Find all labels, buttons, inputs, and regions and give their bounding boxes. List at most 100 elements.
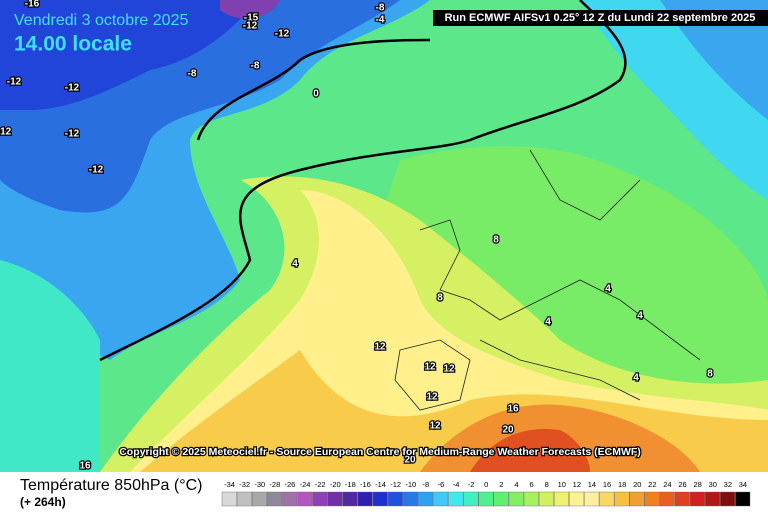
- contour-label: -15: [244, 13, 259, 24]
- scale-cell: [221, 491, 237, 507]
- run-box: [433, 10, 768, 26]
- scale-tick-label: 0: [484, 480, 488, 489]
- forecast-time: 14.00 locale: [14, 33, 132, 56]
- scale-tick-label: 22: [648, 480, 656, 489]
- scale-cell: [312, 491, 328, 507]
- scale-tick-label: 18: [618, 480, 626, 489]
- contour-label: -12: [243, 21, 258, 32]
- scale-cell: [236, 491, 252, 507]
- scale-tick-label: 8: [545, 480, 549, 489]
- scale-cell: [418, 491, 434, 507]
- scale-cell: [659, 491, 675, 507]
- scale-cell: [267, 491, 283, 507]
- scale-tick-label: -8: [423, 480, 430, 489]
- contour-label: 4: [605, 284, 611, 295]
- contour-label: 4: [545, 317, 551, 328]
- scale-cell: [387, 491, 403, 507]
- contour-label: 4: [292, 259, 298, 270]
- contour-label: 0: [313, 89, 319, 100]
- scale-tick-label: 16: [603, 480, 611, 489]
- scale-tick-label: 28: [693, 480, 701, 489]
- contour-label: -12: [275, 29, 290, 40]
- scale-tick-label: 10: [558, 480, 566, 489]
- scale-cell: [357, 491, 373, 507]
- scale-cell: [251, 491, 267, 507]
- scale-cell: [448, 491, 464, 507]
- contour-label: 12: [429, 421, 441, 432]
- scale-tick-label: -30: [254, 480, 265, 489]
- scale-tick-label: -16: [360, 480, 371, 489]
- scale-tick-label: -2: [468, 480, 475, 489]
- scale-tick-label: 24: [663, 480, 671, 489]
- scale-tick-label: -28: [269, 480, 280, 489]
- scale-tick-label: 34: [739, 480, 747, 489]
- scale-tick-label: -20: [330, 480, 341, 489]
- scale-cell: [403, 491, 419, 507]
- scale-tick-label: -32: [239, 480, 250, 489]
- scale-tick-label: 12: [573, 480, 581, 489]
- contour-label: 16: [79, 461, 91, 472]
- scale-cell: [720, 491, 736, 507]
- scale-cell: [463, 491, 479, 507]
- scale-cell: [689, 491, 705, 507]
- scale-cell: [282, 491, 298, 507]
- contour-label: 12: [426, 392, 438, 403]
- scale-cell: [342, 491, 358, 507]
- scale-cell: [614, 491, 630, 507]
- scale-cell: [538, 491, 554, 507]
- contour-label: -4: [376, 15, 385, 26]
- contour-label: 8: [493, 235, 499, 246]
- contour-label: 4: [633, 373, 639, 384]
- scale-tick-label: -6: [438, 480, 445, 489]
- contour-label: 20: [502, 425, 514, 436]
- contour-label: -12: [0, 127, 12, 138]
- contour-label: 12: [374, 342, 386, 353]
- scale-tick-label: 26: [678, 480, 686, 489]
- scale-cell: [735, 491, 751, 507]
- contour-label: -12: [7, 77, 22, 88]
- scale-tick-label: -14: [375, 480, 386, 489]
- lead-time: (+ 264h): [20, 495, 66, 509]
- scale-tick-label: 20: [633, 480, 641, 489]
- scale-cell: [644, 491, 660, 507]
- temperature-field: [0, 0, 768, 472]
- forecast-date: Vendredi 3 octobre 2025: [14, 12, 188, 29]
- scale-cell: [327, 491, 343, 507]
- scale-cell: [478, 491, 494, 507]
- scale-tick-label: -34: [224, 480, 235, 489]
- scale-tick-label: 2: [499, 480, 503, 489]
- scale-cell: [433, 491, 449, 507]
- scale-tick-label: -18: [345, 480, 356, 489]
- contour-label: -12: [65, 129, 80, 140]
- scale-tick-label: 6: [529, 480, 533, 489]
- scale-tick-label: -4: [453, 480, 460, 489]
- scale-cell: [584, 491, 600, 507]
- scale-cell: [629, 491, 645, 507]
- scale-tick-label: -12: [390, 480, 401, 489]
- scale-cell: [554, 491, 570, 507]
- scale-tick-label: -22: [315, 480, 326, 489]
- run-info: Run ECMWF AIFSv1 0.25° 12 Z du Lundi 22 …: [445, 12, 756, 24]
- contour-label: -12: [65, 83, 80, 94]
- contour-label: 8: [707, 369, 713, 380]
- contour-label: -8: [251, 61, 260, 72]
- scale-cell: [599, 491, 615, 507]
- scale-tick-label: 30: [709, 480, 717, 489]
- contour-label: 8: [437, 293, 443, 304]
- footer-title: Température 850hPa (°C): [20, 477, 202, 494]
- contour-label: -8: [376, 3, 385, 14]
- contour-label: 12: [424, 362, 436, 373]
- scale-cell: [493, 491, 509, 507]
- scale-tick-label: -26: [285, 480, 296, 489]
- contour-label: 12: [443, 364, 455, 375]
- scale-tick-label: 32: [724, 480, 732, 489]
- copyright: Copyright © 2025 Meteociel.fr - Source E…: [119, 446, 641, 458]
- contour-label: -8: [188, 69, 197, 80]
- scale-cell: [523, 491, 539, 507]
- scale-tick-label: -24: [300, 480, 311, 489]
- contour-label: 4: [637, 311, 643, 322]
- contour-label: 20: [404, 455, 416, 466]
- scale-cell: [569, 491, 585, 507]
- scale-cell: [674, 491, 690, 507]
